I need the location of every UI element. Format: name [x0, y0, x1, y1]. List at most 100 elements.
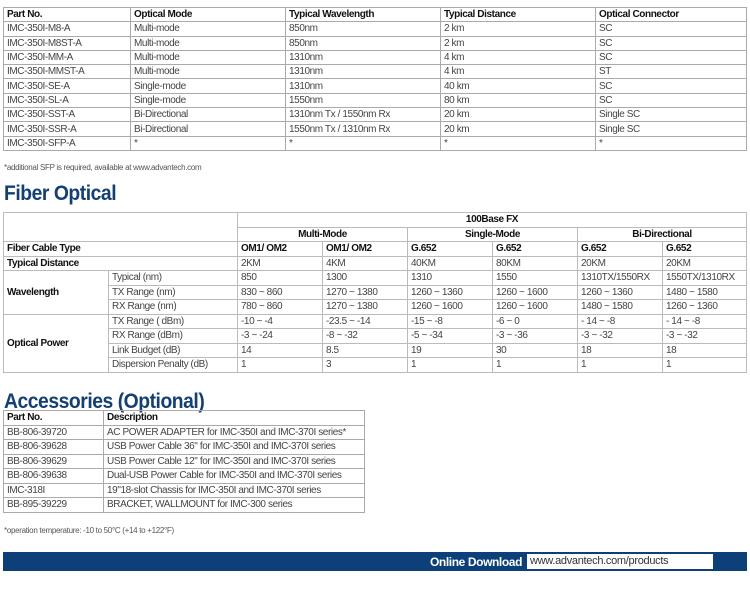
distance-cell: 80KM: [492, 255, 578, 271]
table-cell: IMC-350I-SL-A: [3, 92, 131, 109]
table-cell: SC: [595, 35, 747, 51]
parameter-label: Link Budget (dB): [108, 342, 238, 358]
table-cell: 20 km: [440, 121, 596, 137]
value-cell: -23.5 ~ -14: [322, 313, 408, 329]
table-cell: Single SC: [595, 107, 747, 123]
column-header: Description: [103, 410, 365, 426]
value-cell: 1: [407, 357, 493, 373]
table-cell: Dual-USB Power Cable for IMC-350I and IM…: [103, 468, 365, 484]
value-cell: 1310TX/1550RX: [577, 270, 663, 286]
table-row: IMC-350I-SL-A Single-mode 1550nm 80 km SC: [3, 92, 747, 109]
table-cell: Multi-mode: [130, 35, 286, 51]
table-cell: ST: [595, 64, 747, 80]
table-cell: SC: [595, 49, 747, 66]
ordering-header-row: Part No. Optical Mode Typical Wavelength Ty…: [3, 6, 747, 23]
value-cell: 1: [662, 357, 747, 373]
value-cell: -6 ~ 0: [492, 313, 578, 329]
table-cell: *: [285, 135, 441, 151]
table-row: Dispersion Penalty (dB) 1 3 1 1 1 1: [4, 357, 747, 373]
table-cell: 1310nm: [285, 49, 441, 66]
accessories-header-row: Part No. Description: [3, 410, 365, 426]
online-download-link[interactable]: www.advantech.com/products: [527, 554, 713, 569]
table-cell: BB-806-39720: [3, 424, 104, 440]
table-cell: BB-806-39629: [3, 453, 104, 469]
cable-type-cell: G.652: [407, 241, 493, 257]
fiber-optical-title: Fiber Optical: [4, 182, 117, 205]
value-cell: 14: [237, 342, 323, 358]
table-row: BB-806-39628 USB Power Cable 36" for IMC-…: [3, 439, 365, 455]
table-cell: IMC-318I: [3, 482, 104, 498]
table-cell: 850nm: [285, 21, 441, 37]
distance-row: Typical Distance 2KM 4KM 40KM 80KM 20KM 20KM: [3, 255, 747, 271]
table-cell: 40 km: [440, 78, 596, 94]
value-cell: 780 ~ 860: [237, 299, 323, 315]
table-row: Optical Power TX Range ( dBm) -10 ~ -4 -23.…: [3, 313, 747, 373]
group-header: 100Base FX: [237, 212, 747, 228]
table-row: Wavelength Typical (nm) 850 1300 1310 1550 131…: [3, 270, 747, 315]
accessories-footnote: *operation temperature: -10 to 50°C (+14…: [4, 526, 174, 535]
table-row: IMC-350I-MM-A Multi-mode 1310nm 4 km SC: [3, 49, 747, 66]
table-cell: 1310nm: [285, 78, 441, 94]
table-cell: Multi-mode: [130, 64, 286, 80]
column-header: Typical Distance: [440, 6, 596, 23]
column-header: Part No.: [3, 6, 131, 23]
table-cell: Multi-mode: [130, 49, 286, 66]
distance-cell: 20KM: [577, 255, 663, 271]
cable-type-cell: G.652: [492, 241, 578, 257]
value-cell: 1: [492, 357, 578, 373]
value-cell: 1260 ~ 1600: [492, 299, 578, 315]
ordering-footnote: *additional SFP is required, available a…: [4, 163, 202, 172]
section-label: Optical Power: [3, 313, 109, 373]
table-cell: USB Power Cable 12" for IMC-350I and IMC…: [103, 453, 365, 469]
table-cell: 850nm: [285, 35, 441, 51]
table-cell: Multi-mode: [130, 21, 286, 37]
column-header: Typical Wavelength: [285, 6, 441, 23]
mode-header: Single-Mode: [407, 226, 578, 242]
table-row: RX Range (dBm) -3 ~ -24 -8 ~ -32 -5 ~ -34 -3…: [4, 328, 747, 344]
table-cell: 19"18-slot Chassis for IMC-350I and IMC-…: [103, 482, 365, 498]
value-cell: 3: [322, 357, 408, 373]
table-cell: BB-806-39628: [3, 439, 104, 455]
value-cell: - 14 ~ -8: [662, 313, 747, 329]
table-row: BB-806-39720 AC POWER ADAPTER for IMC-350…: [3, 424, 365, 440]
parameter-label: Dispersion Penalty (dB): [108, 357, 238, 373]
table-cell: IMC-350I-M8ST-A: [3, 35, 131, 51]
value-cell: 1260 ~ 1600: [407, 299, 493, 315]
table-row: IMC-350I-M8ST-A Multi-mode 850nm 2 km SC: [3, 35, 747, 51]
table-row: Link Budget (dB) 14 8.5 19 30 18 18: [4, 342, 747, 358]
accessories-title: Accessories (Optional): [4, 390, 205, 413]
table-cell: Bi-Directional: [130, 121, 286, 137]
table-row: IMC-350I-M8-A Multi-mode 850nm 2 km SC: [3, 21, 747, 37]
parameter-label: TX Range ( dBm): [108, 313, 238, 329]
table-row: BB-895-39229 BRACKET, WALLMOUNT for IMC-3…: [3, 497, 365, 513]
empty-corner: [3, 212, 238, 242]
table-cell: BB-806-39638: [3, 468, 104, 484]
value-cell: 1: [237, 357, 323, 373]
mode-header-row: Multi-Mode Single-Mode Bi-Directional: [4, 226, 747, 242]
value-cell: 8.5: [322, 342, 408, 358]
value-cell: -5 ~ -34: [407, 328, 493, 344]
row-label: Fiber Cable Type: [3, 241, 238, 257]
value-cell: -15 ~ -8: [407, 313, 493, 329]
table-row: BB-806-39629 USB Power Cable 12" for IMC-…: [3, 453, 365, 469]
table-cell: IMC-350I-SST-A: [3, 107, 131, 123]
table-cell: BB-895-39229: [3, 497, 104, 513]
value-cell: -3 ~ -24: [237, 328, 323, 344]
table-cell: Single-mode: [130, 78, 286, 94]
distance-cell: 20KM: [662, 255, 747, 271]
mode-header: Bi-Directional: [577, 226, 747, 242]
fiber-optical-table: 100Base FX Multi-Mode Single-Mode Bi-Direct…: [3, 212, 747, 373]
parameter-label: RX Range (dBm): [108, 328, 238, 344]
value-cell: 1480 ~ 1580: [577, 299, 663, 315]
table-cell: 80 km: [440, 92, 596, 109]
table-cell: 2 km: [440, 21, 596, 37]
group-header-row: 100Base FX: [3, 212, 747, 242]
value-cell: 1480 ~ 1580: [662, 284, 747, 300]
table-row: TX Range (nm) 830 ~ 860 1270 ~ 1380 1260 ~ …: [4, 284, 747, 300]
cable-type-cell: G.652: [662, 241, 747, 257]
table-cell: 1550nm: [285, 92, 441, 109]
value-cell: 1260 ~ 1360: [407, 284, 493, 300]
parameter-label: Typical (nm): [108, 270, 238, 286]
accessories-table: Part No. Description BB-806-39720 AC POWER…: [3, 410, 365, 513]
value-cell: - 14 ~ -8: [577, 313, 663, 329]
